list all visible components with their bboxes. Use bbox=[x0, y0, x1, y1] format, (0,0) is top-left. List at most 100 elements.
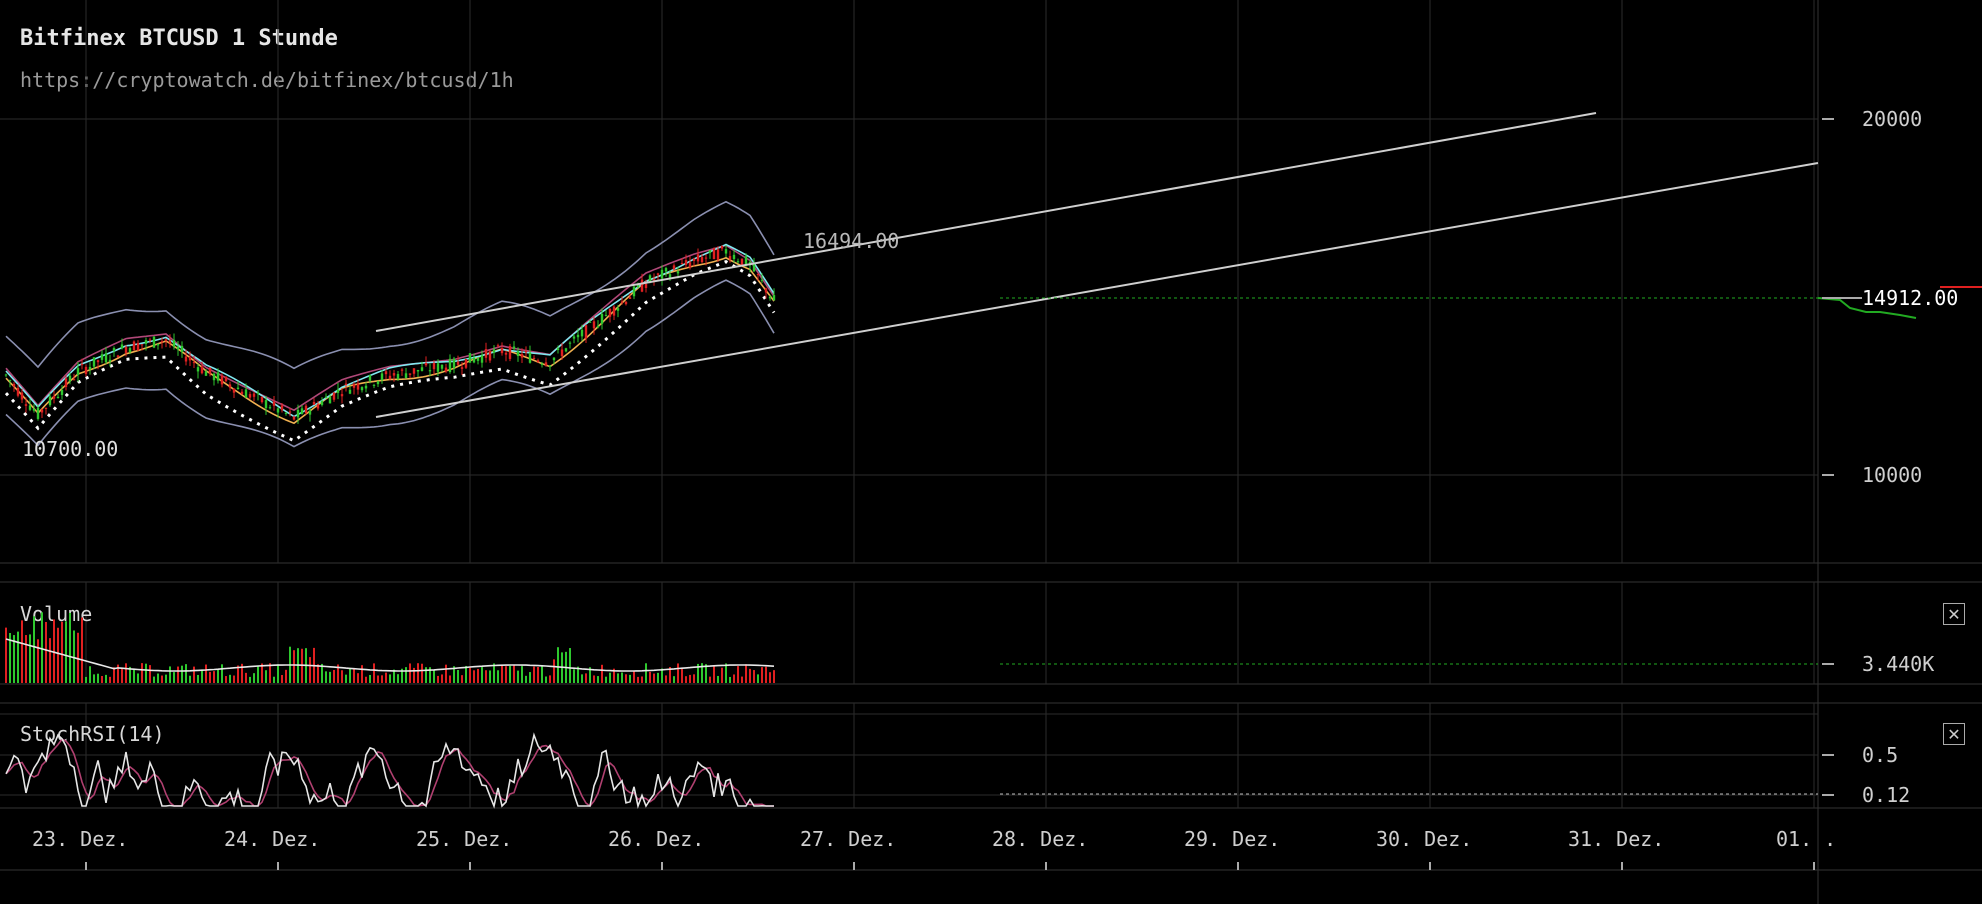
candle-body bbox=[28, 405, 32, 410]
stochrsi-close-icon[interactable]: ✕ bbox=[1943, 723, 1965, 745]
volume-bar bbox=[381, 675, 383, 683]
volume-bar bbox=[593, 675, 595, 683]
volume-bar bbox=[373, 663, 375, 683]
candle-body bbox=[60, 390, 64, 395]
candle-body bbox=[388, 375, 392, 379]
volume-bar bbox=[733, 674, 735, 683]
volume-bar bbox=[169, 666, 171, 683]
volume-bar bbox=[409, 663, 411, 683]
chart-url[interactable]: https://cryptowatch.de/bitfinex/btcusd/1… bbox=[20, 68, 514, 92]
volume-bar bbox=[249, 676, 251, 683]
candle-body bbox=[648, 275, 652, 282]
volume-bar bbox=[29, 634, 31, 683]
volume-bar bbox=[549, 675, 551, 683]
candle-body bbox=[756, 273, 760, 275]
candle-body bbox=[712, 248, 716, 260]
candle-body bbox=[160, 341, 164, 343]
candle-body bbox=[248, 394, 252, 398]
volume-bar bbox=[237, 665, 239, 683]
volume-bar bbox=[93, 674, 95, 683]
candle-body bbox=[556, 348, 560, 350]
volume-bar bbox=[161, 675, 163, 683]
candle-body bbox=[560, 349, 564, 357]
volume-bar bbox=[545, 676, 547, 683]
candle-body bbox=[200, 366, 204, 374]
volume-bar bbox=[581, 674, 583, 683]
volume-bar bbox=[665, 675, 667, 683]
candle-body bbox=[460, 367, 464, 369]
candle-body bbox=[608, 308, 612, 317]
x-tick-label: 31. Dez. bbox=[1568, 827, 1664, 851]
candle-body bbox=[532, 357, 536, 359]
candle-body bbox=[284, 412, 288, 414]
candle-body bbox=[176, 346, 180, 350]
candle-body bbox=[188, 356, 192, 361]
candle-body bbox=[628, 297, 632, 299]
candle-body bbox=[656, 273, 660, 275]
candle-body bbox=[32, 408, 36, 411]
candle-body bbox=[4, 374, 8, 376]
volume-bar bbox=[317, 664, 319, 683]
candle-body bbox=[320, 401, 324, 405]
volume-bar bbox=[41, 612, 43, 683]
volume-bar bbox=[165, 674, 167, 683]
low-label: 10700.00 bbox=[22, 437, 118, 461]
candle-body bbox=[768, 296, 772, 299]
candle-body bbox=[576, 334, 580, 338]
volume-bar bbox=[661, 668, 663, 683]
candle-body bbox=[236, 387, 240, 389]
candle-body bbox=[392, 373, 396, 376]
x-tick-label: 28. Dez. bbox=[992, 827, 1088, 851]
ema-long bbox=[5, 244, 775, 412]
volume-bar bbox=[741, 676, 743, 683]
candle-body bbox=[692, 258, 696, 261]
volume-bar bbox=[473, 670, 475, 683]
candle-body bbox=[716, 249, 720, 260]
volume-bar bbox=[489, 670, 491, 683]
candle-body bbox=[8, 380, 12, 382]
candle-body bbox=[264, 400, 268, 409]
candle-body bbox=[380, 373, 384, 381]
candle-body bbox=[104, 353, 108, 363]
y-tick-label: 20000 bbox=[1862, 107, 1922, 131]
volume-bar bbox=[597, 676, 599, 683]
candle-body bbox=[128, 348, 132, 353]
volume-bar bbox=[53, 619, 55, 683]
volume-bar bbox=[697, 663, 699, 683]
x-tick-label: 01. . bbox=[1776, 827, 1836, 851]
volume-bar bbox=[217, 668, 219, 683]
candle-body bbox=[48, 396, 52, 406]
volume-bar bbox=[505, 666, 507, 683]
candle-body bbox=[332, 392, 336, 400]
candle-body bbox=[196, 367, 200, 372]
volume-bar bbox=[345, 674, 347, 683]
volume-bar bbox=[245, 672, 247, 683]
candle-body bbox=[432, 363, 436, 370]
volume-bar bbox=[233, 675, 235, 683]
candle-body bbox=[124, 346, 128, 353]
volume-bar bbox=[705, 664, 707, 683]
trendline-upper bbox=[375, 112, 1597, 332]
candle-body bbox=[720, 245, 724, 249]
volume-bar bbox=[501, 665, 503, 683]
volume-bar bbox=[637, 676, 639, 683]
volume-bar bbox=[557, 647, 559, 683]
volume-bar bbox=[601, 664, 603, 683]
candle-body bbox=[368, 375, 372, 381]
candle-body bbox=[376, 381, 380, 385]
candle-body bbox=[672, 265, 676, 270]
volume-bar bbox=[497, 670, 499, 683]
volume-bar bbox=[509, 665, 511, 683]
volume-bar bbox=[225, 676, 227, 683]
candle-body bbox=[136, 343, 140, 351]
volume-bar bbox=[5, 627, 7, 683]
volume-bar bbox=[677, 663, 679, 683]
volume-bar bbox=[625, 674, 627, 683]
candle-body bbox=[412, 368, 416, 374]
volume-bar bbox=[441, 674, 443, 683]
volume-bar bbox=[97, 673, 99, 683]
volume-bar bbox=[521, 666, 523, 683]
volume-close-icon[interactable]: ✕ bbox=[1943, 603, 1965, 625]
candle-body bbox=[112, 348, 116, 351]
